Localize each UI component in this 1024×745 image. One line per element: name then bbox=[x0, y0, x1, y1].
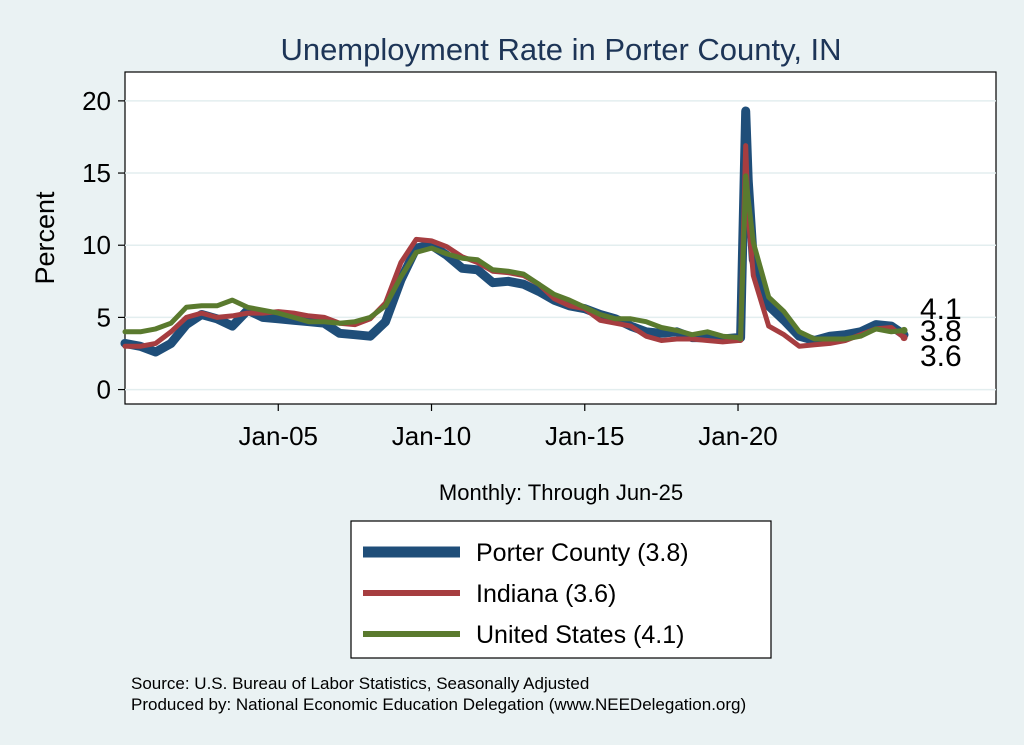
x-axis: Jan-05 Jan-10 Jan-15 Jan-20 bbox=[239, 404, 778, 451]
legend-label: United States (4.1) bbox=[476, 621, 684, 649]
y-tick-label: 0 bbox=[97, 375, 111, 405]
series-line-3 bbox=[122, 173, 907, 342]
end-value-label: 4.1 bbox=[920, 293, 962, 326]
x-tick-label: Jan-20 bbox=[698, 421, 778, 451]
y-tick-label: 5 bbox=[97, 302, 111, 332]
y-tick-label: 20 bbox=[82, 86, 111, 116]
produced-note: Produced by: National Economic Education… bbox=[131, 695, 746, 714]
legend-label: Porter County (3.8) bbox=[476, 539, 689, 567]
legend-label: Indiana (3.6) bbox=[476, 580, 616, 608]
y-tick-label: 10 bbox=[82, 230, 111, 260]
plot-area bbox=[124, 71, 997, 405]
x-tick-label: Jan-05 bbox=[239, 421, 319, 451]
series-line-1 bbox=[120, 106, 909, 357]
x-tick-label: Jan-15 bbox=[545, 421, 625, 451]
series-end-point bbox=[900, 326, 908, 334]
y-tick-label: 15 bbox=[82, 158, 111, 188]
end-value-label: 3.6 bbox=[920, 340, 962, 373]
end-value-label: 3.8 bbox=[920, 315, 962, 348]
end-labels: 4.13.83.6 bbox=[920, 293, 962, 373]
y-axis: 0 5 10 15 20 bbox=[82, 86, 125, 405]
source-note: Source: U.S. Bureau of Labor Statistics,… bbox=[131, 674, 589, 693]
chart-title: Unemployment Rate in Porter County, IN bbox=[280, 32, 841, 67]
y-axis-label: Percent bbox=[30, 191, 60, 285]
x-tick-label: Jan-10 bbox=[392, 421, 472, 451]
legend: Porter County (3.8) Indiana (3.6) United S… bbox=[363, 539, 689, 649]
series-lines bbox=[120, 106, 909, 357]
series-end-point bbox=[900, 334, 908, 342]
x-axis-label: Monthly: Through Jun-25 bbox=[439, 480, 683, 505]
